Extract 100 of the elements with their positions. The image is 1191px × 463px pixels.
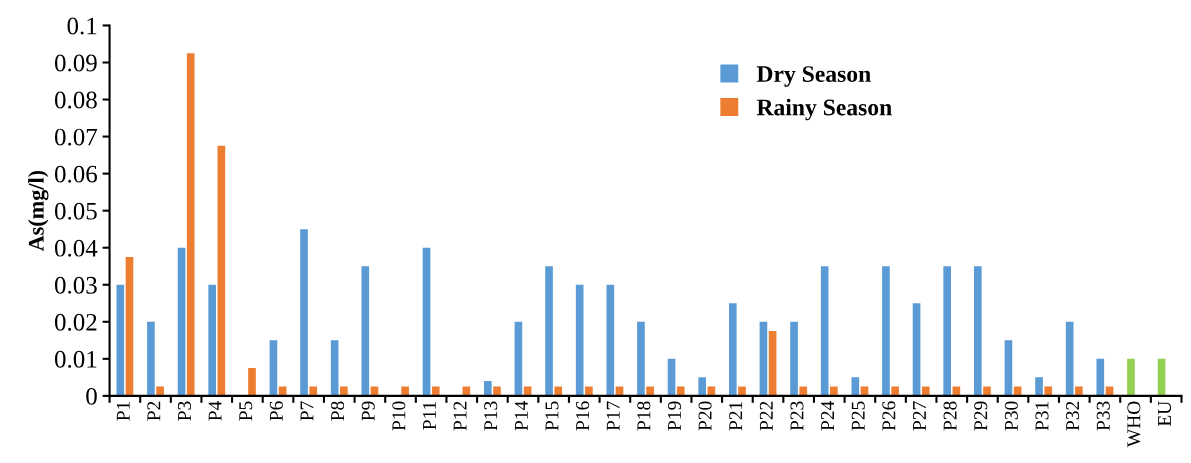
y-tick-label: 0.02: [54, 313, 97, 331]
y-tick-label: 0.1: [67, 17, 97, 35]
x-tick-label: P12: [453, 401, 467, 431]
bar: [790, 321, 798, 396]
y-tick-label: 0.05: [54, 202, 97, 220]
legend-label: Rainy Season: [756, 98, 892, 121]
bar: [156, 386, 164, 396]
y-tick-label: 0.04: [54, 239, 98, 257]
bar: [208, 284, 216, 396]
y-tick-label: 0.08: [54, 91, 97, 109]
bar: [116, 284, 125, 396]
bar: [330, 340, 339, 396]
bar: [585, 386, 593, 396]
bar: [912, 303, 921, 396]
y-tick-label: 0.01: [54, 350, 97, 368]
y-tick-label: 0.07: [54, 128, 98, 146]
x-tick-label: P32: [1066, 401, 1080, 431]
bar: [1075, 386, 1083, 396]
x-tick-label: P2: [147, 401, 161, 421]
y-tick-label: 0.09: [54, 54, 97, 72]
x-tick-label: P16: [576, 401, 590, 431]
bar: [799, 386, 808, 396]
bar: [1044, 386, 1053, 396]
x-tick-label: P33: [1096, 401, 1110, 431]
bar: [309, 386, 318, 396]
bar: [340, 386, 348, 396]
x-tick-label: P23: [790, 401, 804, 431]
x-tick-label: P4: [208, 401, 222, 421]
x-tick-label: P5: [239, 401, 253, 421]
bar: [575, 284, 584, 396]
y-tick-label: 0: [86, 387, 97, 405]
legend-label: Dry Season: [756, 66, 871, 87]
x-tick-label: P28: [943, 401, 957, 431]
bar: [514, 321, 523, 396]
x-tick-label: P31: [1035, 401, 1049, 431]
x-tick-label: P1: [116, 401, 130, 421]
x-tick-label: P29: [974, 401, 988, 431]
y-tick-label: 0.03: [54, 276, 97, 294]
x-tick-label: P9: [361, 401, 375, 421]
bar: [431, 386, 440, 396]
bar: [125, 256, 134, 396]
x-tick-label: P19: [667, 401, 682, 431]
bar: [1127, 358, 1135, 396]
x-tick-label: P24: [821, 401, 834, 431]
bar: [830, 386, 838, 396]
x-tick-label: P15: [545, 401, 559, 431]
bar: [973, 266, 982, 396]
x-tick-label: P13: [484, 401, 498, 431]
bar: [483, 381, 492, 396]
bar: [698, 377, 707, 396]
x-tick-label: P25: [851, 401, 865, 431]
x-tick-label: P27: [912, 401, 926, 431]
x-tick-label: P8: [331, 401, 345, 421]
bar: [738, 386, 746, 396]
bar: [820, 266, 829, 396]
bar: [983, 386, 991, 396]
bar: [1035, 377, 1043, 396]
bar: [361, 266, 370, 396]
bar: [728, 303, 737, 396]
bar: [186, 53, 195, 396]
x-tick-label: EU: [1158, 401, 1172, 427]
x-tick-label: P3: [177, 401, 191, 421]
bar: [768, 331, 777, 396]
bar: [269, 340, 278, 396]
bar: [1004, 340, 1013, 396]
bar: [217, 145, 226, 396]
x-tick-label: P11: [422, 401, 436, 430]
bar: [554, 386, 563, 396]
y-axis-title: As(mg/l): [28, 170, 49, 252]
x-tick-label: WHO: [1127, 401, 1141, 448]
bar: [1096, 358, 1105, 396]
bar: [401, 386, 409, 396]
x-tick-label: P18: [637, 401, 651, 431]
x-tick-label: P20: [698, 401, 712, 431]
bar: [422, 247, 431, 396]
bar: [921, 386, 930, 396]
x-tick-label: P14: [514, 401, 528, 431]
bar: [637, 321, 645, 396]
bar: [676, 386, 685, 396]
bar: [851, 377, 860, 396]
bar: [248, 368, 256, 396]
x-tick-label: P17: [606, 401, 620, 431]
x-tick-label: P26: [882, 401, 896, 431]
x-tick-label: P10: [392, 401, 406, 431]
bar: [147, 321, 155, 396]
bar: [1065, 321, 1074, 396]
x-tick-label: P30: [1004, 401, 1018, 431]
bar: [943, 266, 952, 396]
x-tick-label: P21: [729, 401, 743, 431]
bar: [545, 266, 553, 396]
bar: [646, 386, 654, 396]
bar: [493, 386, 501, 396]
x-tick-label: P22: [759, 401, 773, 431]
x-tick-label: P7: [300, 401, 314, 421]
bar: [759, 321, 768, 396]
x-tick-label: P6: [269, 401, 283, 421]
bar: [606, 284, 615, 396]
y-tick-label: 0.06: [54, 165, 98, 183]
bar: [891, 386, 899, 396]
bar: [177, 247, 186, 396]
